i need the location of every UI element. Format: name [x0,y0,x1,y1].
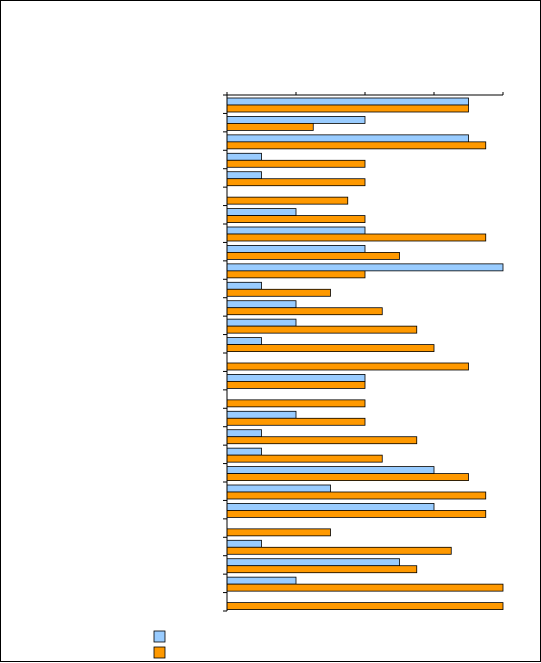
bar-series-2-category-2 [226,123,314,131]
axes-group [223,92,504,612]
bar-series-1-category-12 [226,300,297,309]
bar-series-2-category-6 [226,196,349,205]
bar-series-2-category-10 [226,270,366,279]
legend [153,630,166,659]
bar-series-1-category-26 [226,558,400,567]
bar-series-2-category-28 [226,602,504,610]
bar-series-1-category-22 [226,484,331,493]
bar-series-1-category-3 [226,134,469,143]
legend-swatch-series-2 [153,646,166,659]
bar-series-2-category-7 [226,215,366,223]
bar-series-2-category-12 [226,307,383,316]
bar-series-1-category-13 [226,318,297,327]
bar-series-1-category-25 [226,539,262,548]
bar-series-1-category-11 [226,281,262,290]
bar-series-1-category-19 [226,429,262,438]
bar-series-1-category-14 [226,337,262,345]
bar-series-2-category-27 [226,583,504,592]
bar-series-1-category-8 [226,226,366,235]
bar-series-2-category-25 [226,546,452,555]
bar-series-1-category-1 [226,97,469,106]
bar-series-1-category-16 [226,374,366,382]
bar-series-2-category-20 [226,454,383,463]
bar-series-1-category-2 [226,116,366,124]
bar-series-2-category-14 [226,344,435,352]
bar-series-2-category-3 [226,141,487,150]
bar-series-1-category-10 [226,263,504,272]
bars-group [226,97,504,610]
bar-series-2-category-8 [226,233,487,242]
bar-series-1-category-18 [226,410,297,419]
bar-series-2-category-24 [226,528,331,537]
bar-series-2-category-23 [226,510,487,518]
bar-series-1-category-27 [226,576,297,585]
bar-series-1-category-20 [226,447,262,456]
bar-series-1-category-4 [226,152,262,161]
bar-series-2-category-4 [226,159,366,168]
bar-series-2-category-1 [226,104,469,113]
bar-series-2-category-16 [226,381,366,389]
bar-series-2-category-18 [226,417,366,426]
bar-series-1-category-9 [226,245,366,253]
bar-series-2-category-17 [226,399,366,408]
bar-series-2-category-26 [226,565,418,574]
bar-series-2-category-5 [226,178,366,187]
bar-series-2-category-13 [226,325,418,334]
bar-series-2-category-15 [226,362,469,371]
bar-series-2-category-11 [226,288,331,297]
bar-series-2-category-22 [226,491,487,500]
legend-swatch-series-1 [153,630,166,643]
bar-series-1-category-23 [226,503,435,511]
bar-series-2-category-21 [226,473,469,481]
bar-series-2-category-19 [226,436,418,445]
bar-series-2-category-9 [226,252,400,260]
bar-series-1-category-21 [226,466,435,474]
bar-series-1-category-5 [226,171,262,180]
bar-series-1-category-7 [226,208,297,216]
